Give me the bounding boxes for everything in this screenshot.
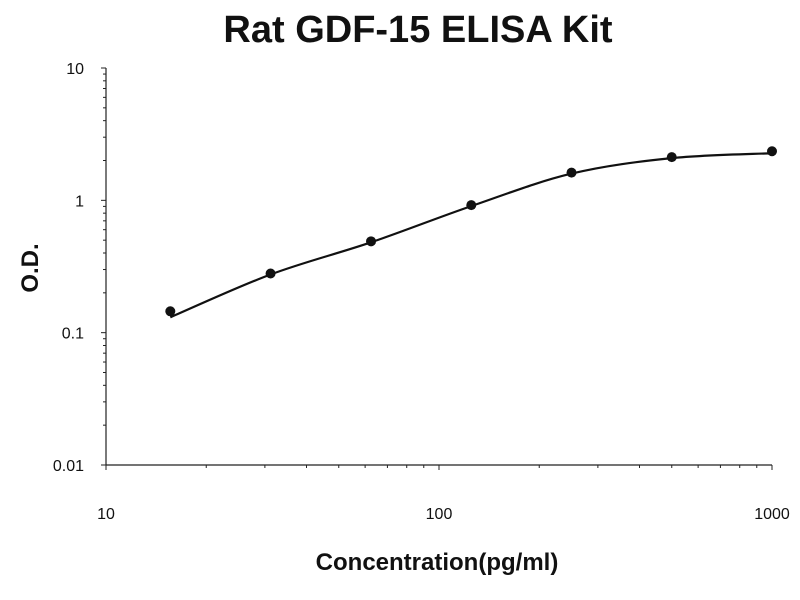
data-point <box>165 306 176 317</box>
data-point <box>767 146 777 157</box>
chart-title: Rat GDF-15 ELISA Kit <box>223 9 613 51</box>
axis-ticks <box>101 67 773 470</box>
data-points <box>165 146 777 317</box>
data-point <box>666 152 677 163</box>
y-tick-label: 0.1 <box>62 326 84 343</box>
y-tick-label: 0.01 <box>53 458 84 475</box>
fit-curve <box>169 152 773 319</box>
y-tick-label: 1 <box>75 193 84 210</box>
data-point <box>366 236 377 247</box>
data-point <box>265 268 276 279</box>
data-point <box>466 200 477 211</box>
data-point <box>566 167 577 178</box>
tick-labels: 10 1 0.1 0.01 10 100 1000 <box>53 61 790 523</box>
y-axis-title: O.D. <box>17 243 44 292</box>
x-tick-label: 1000 <box>754 506 790 523</box>
x-axis-title: Concentration(pg/ml) <box>316 549 559 576</box>
x-tick-label: 10 <box>97 506 115 523</box>
x-tick-label: 100 <box>426 506 453 523</box>
y-tick-label: 10 <box>66 61 84 78</box>
